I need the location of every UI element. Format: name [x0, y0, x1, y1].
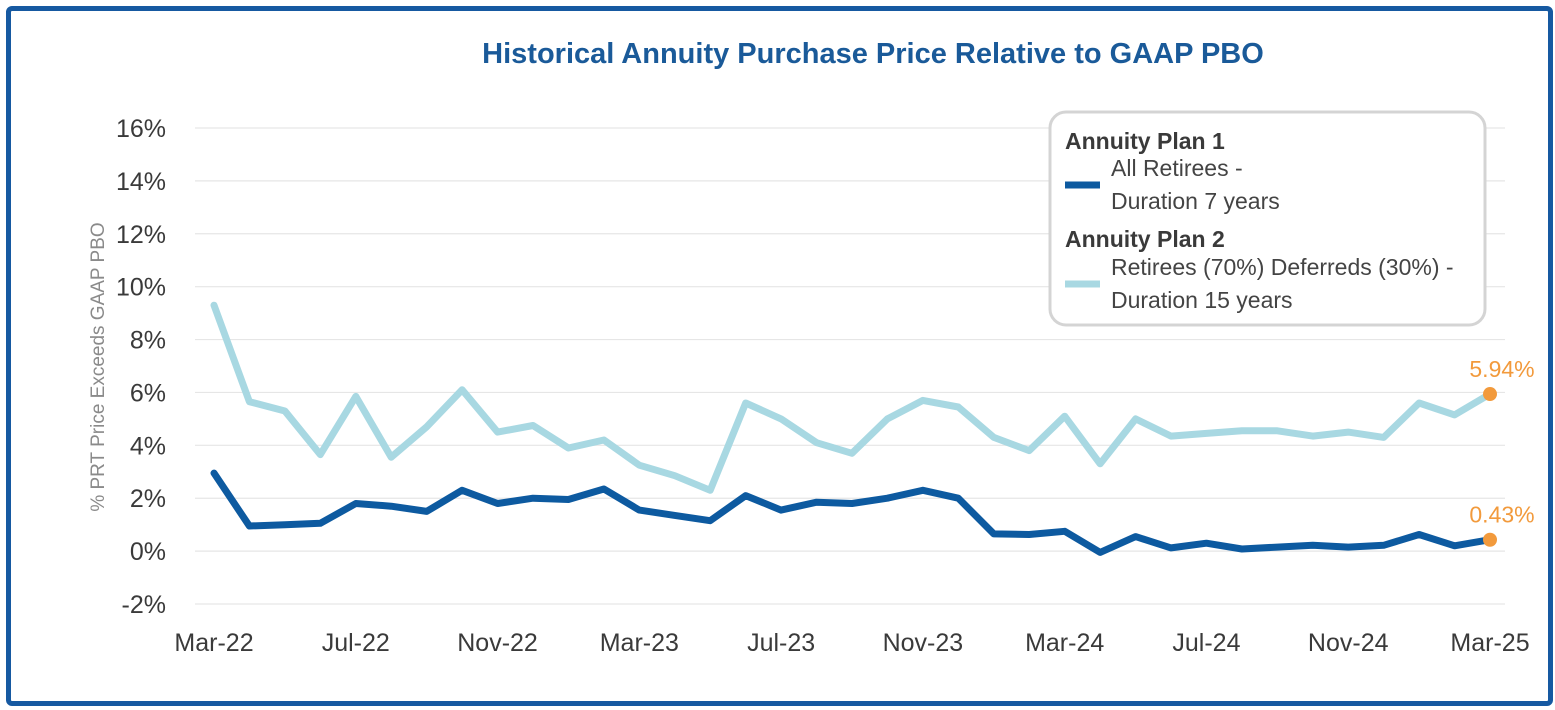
legend-head-plan-2: Annuity Plan 2 — [1065, 226, 1225, 252]
legend-label-plan-2-line-2: Duration 15 years — [1111, 287, 1293, 313]
end-point-plan-2 — [1483, 387, 1497, 402]
end-points: 0.43% 5.94% — [1469, 356, 1535, 547]
y-tick-label: 14% — [116, 168, 166, 196]
y-tick-label: 2% — [130, 485, 166, 513]
x-tick-label: Nov-24 — [1308, 629, 1389, 657]
legend-label-plan-1-line-2: Duration 7 years — [1111, 188, 1280, 214]
legend-label-plan-1-line-1: All Retirees - — [1111, 155, 1243, 181]
x-tick-label: Jul-22 — [322, 629, 390, 657]
series-line-plan-1 — [210, 469, 1494, 556]
y-tick-label: 0% — [130, 538, 166, 566]
chart-title: Historical Annuity Purchase Price Relati… — [482, 38, 1264, 70]
x-tick-label: Nov-23 — [883, 629, 964, 657]
x-axis-ticks: Mar-22 Jul-22 Nov-22 Mar-23 Jul-23 Nov-23 Mar-… — [174, 629, 1529, 657]
series-line-plan-2 — [210, 301, 1494, 494]
y-tick-label: -2% — [122, 591, 166, 619]
end-label-plan-1: 0.43% — [1469, 502, 1534, 528]
end-label-plan-2: 5.94% — [1469, 356, 1534, 382]
y-tick-label: 6% — [130, 379, 166, 407]
y-tick-label: 8% — [130, 327, 166, 355]
y-tick-label: 12% — [116, 221, 166, 249]
y-tick-label: 16% — [116, 115, 166, 143]
x-tick-label: Mar-22 — [174, 629, 253, 657]
legend-label-plan-2-line-1: Retirees (70%) Deferreds (30%) - — [1111, 254, 1454, 280]
x-tick-label: Mar-24 — [1025, 629, 1104, 657]
x-tick-label: Jul-24 — [1172, 629, 1240, 657]
y-axis-label: % PRT Price Exceeds GAAP PBO — [88, 222, 109, 511]
x-tick-label: Nov-22 — [457, 629, 538, 657]
legend: Annuity Plan 1 All Retirees - Duration 7… — [1048, 110, 1487, 327]
legend-head-plan-1: Annuity Plan 1 — [1065, 128, 1225, 154]
x-tick-label: Mar-25 — [1450, 629, 1529, 657]
x-tick-label: Jul-23 — [747, 629, 815, 657]
x-tick-label: Mar-23 — [600, 629, 679, 657]
y-tick-label: 4% — [130, 432, 166, 460]
series-lines — [210, 301, 1494, 556]
end-point-plan-1 — [1483, 532, 1497, 547]
y-tick-label: 10% — [116, 274, 166, 302]
y-axis-ticks: 16% 14% 12% 10% 8% 6% 4% 2% 0% -2% — [116, 115, 166, 619]
legend-box — [1048, 110, 1487, 327]
